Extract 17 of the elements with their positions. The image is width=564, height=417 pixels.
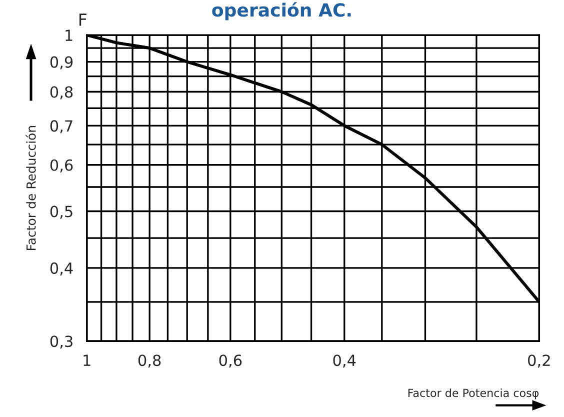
y-tick-label: 0,6 bbox=[50, 159, 73, 172]
x-tick-label: 0,4 bbox=[333, 354, 356, 368]
y-axis-title: Factor de Reducción bbox=[26, 126, 36, 250]
chart-title: operación AC. bbox=[212, 2, 351, 20]
x-axis-title: Factor de Potencia cosφ bbox=[408, 388, 539, 400]
y-tick-label: 0,8 bbox=[50, 86, 73, 100]
x-tick-label: 0,6 bbox=[219, 354, 242, 368]
x-tick-label: 0,8 bbox=[138, 354, 161, 368]
x-tick-label: 0,2 bbox=[528, 354, 550, 368]
y-tick-label: 0,5 bbox=[50, 206, 72, 219]
y-tick-label: 0,3 bbox=[50, 336, 72, 349]
x-tick-label: 1 bbox=[84, 354, 90, 366]
y-tick-label: 1 bbox=[66, 30, 72, 41]
text: F bbox=[79, 14, 86, 26]
y-tick-label: 0,7 bbox=[50, 120, 72, 134]
y-tick-label: 0,9 bbox=[50, 56, 73, 70]
y-tick-label: 0,4 bbox=[50, 262, 73, 276]
